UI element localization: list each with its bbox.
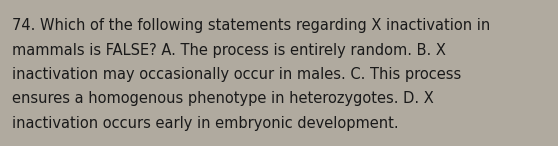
Text: inactivation occurs early in embryonic development.: inactivation occurs early in embryonic d… xyxy=(12,116,398,131)
Text: mammals is FALSE? A. The process is entirely random. B. X: mammals is FALSE? A. The process is enti… xyxy=(12,42,446,58)
Text: inactivation may occasionally occur in males. C. This process: inactivation may occasionally occur in m… xyxy=(12,67,461,82)
Text: 74. Which of the following statements regarding X inactivation in: 74. Which of the following statements re… xyxy=(12,18,490,33)
Text: ensures a homogenous phenotype in heterozygotes. D. X: ensures a homogenous phenotype in hetero… xyxy=(12,92,434,106)
